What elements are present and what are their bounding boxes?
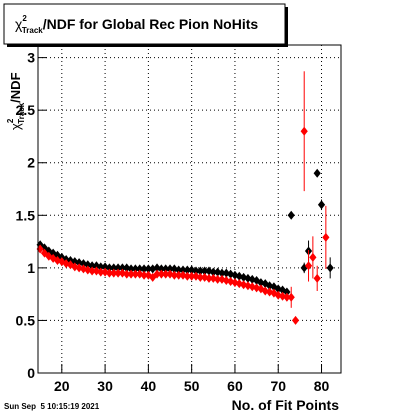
- title-sup: 2: [22, 14, 27, 23]
- data-point: [170, 270, 178, 280]
- y-label-sub: Track: [17, 102, 26, 123]
- data-point: [175, 265, 183, 275]
- data-point: [326, 263, 334, 273]
- data-point: [144, 264, 152, 274]
- data-point: [188, 271, 196, 281]
- data-point: [183, 265, 191, 275]
- data-point: [196, 266, 204, 276]
- data-point: [97, 267, 105, 277]
- y-tick-label: 2: [27, 155, 35, 171]
- data-point: [75, 258, 83, 268]
- data-point: [183, 271, 191, 281]
- title-sub: Track: [22, 26, 43, 35]
- data-point: [179, 265, 187, 275]
- title-box: [3, 3, 286, 45]
- data-point: [309, 252, 317, 262]
- title-text: /NDF for Global Rec Pion NoHits: [43, 16, 259, 32]
- timestamp: Sun Sep 5 10:15:19 2021: [4, 402, 100, 411]
- y-label-sup: 2: [6, 118, 15, 123]
- y-tick-label: 0.5: [16, 312, 36, 328]
- data-point: [92, 261, 101, 271]
- data-point: [313, 168, 321, 178]
- data-point: [175, 270, 183, 280]
- data-point: [131, 269, 139, 279]
- data-point: [114, 263, 122, 273]
- data-point: [97, 262, 105, 272]
- data-point: [75, 263, 83, 273]
- x-tick-label: 40: [141, 378, 157, 394]
- data-point: [201, 266, 209, 276]
- data-point: [162, 264, 170, 274]
- data-point: [313, 273, 321, 283]
- data-point: [218, 268, 226, 278]
- data-point: [123, 269, 131, 279]
- data-point: [287, 210, 295, 220]
- data-point: [140, 270, 148, 280]
- data-point: [209, 267, 217, 277]
- y-tick-label: 1: [27, 260, 35, 276]
- data-point: [252, 275, 261, 285]
- data-point: [287, 292, 295, 302]
- plot-area: 20 30 40 50 60 70 80 0 0.5 1 1.5 2 2.5 3: [16, 45, 341, 394]
- data-point: [192, 266, 200, 276]
- data-point: [131, 264, 139, 274]
- data-point: [153, 269, 161, 279]
- data-point: [105, 268, 114, 278]
- data-point: [214, 274, 222, 284]
- data-point: [322, 232, 330, 242]
- data-point: [140, 264, 148, 274]
- data-point: [136, 264, 144, 274]
- data-point: [36, 244, 44, 254]
- chart-title: χ2 Track/NDF for Global Rec Pion NoHits: [15, 14, 258, 35]
- x-tick-label: 60: [227, 378, 243, 394]
- x-tick-label: 70: [270, 378, 286, 394]
- data-point: [110, 268, 118, 278]
- data-point: [105, 263, 114, 273]
- data-point: [304, 261, 313, 271]
- data-point: [196, 272, 204, 282]
- y-axis-label: χ2 Track/NDF: [6, 72, 26, 130]
- x-tick-label: 80: [314, 378, 330, 394]
- data-point: [317, 200, 326, 210]
- y-tick-label: 2.5: [16, 102, 36, 118]
- data-point: [252, 283, 261, 293]
- x-axis-label: No. of Fit Points: [232, 397, 340, 413]
- data-point: [92, 266, 101, 276]
- data-point: [157, 269, 165, 279]
- data-point: [257, 284, 265, 294]
- y-label-symbol: χ: [8, 123, 23, 130]
- title-symbol: χ: [15, 16, 23, 32]
- x-tick-label: 20: [54, 378, 70, 394]
- y-label-text: /NDF: [8, 72, 23, 102]
- x-tick-label: 30: [97, 378, 113, 394]
- data-point: [88, 261, 96, 271]
- data-point: [270, 282, 278, 292]
- data-point: [270, 288, 278, 298]
- y-tick-label: 3: [27, 50, 35, 66]
- data-point: [291, 315, 300, 325]
- y-tick-label: 0: [27, 365, 35, 381]
- data-point: [127, 269, 135, 279]
- y-tick-label: 1.5: [16, 207, 36, 223]
- data-point: [257, 278, 265, 288]
- data-point: [114, 268, 122, 278]
- data-point: [166, 264, 174, 274]
- data-point: [205, 273, 213, 283]
- data-point: [283, 287, 291, 297]
- data-point: [127, 264, 135, 274]
- data-point: [157, 264, 165, 274]
- data-point: [118, 263, 127, 273]
- data-point: [162, 269, 170, 279]
- data-point: [300, 126, 308, 136]
- data-point: [283, 292, 291, 302]
- x-tick-label: 50: [184, 378, 200, 394]
- data-point: [88, 266, 96, 276]
- data-point: [110, 263, 118, 273]
